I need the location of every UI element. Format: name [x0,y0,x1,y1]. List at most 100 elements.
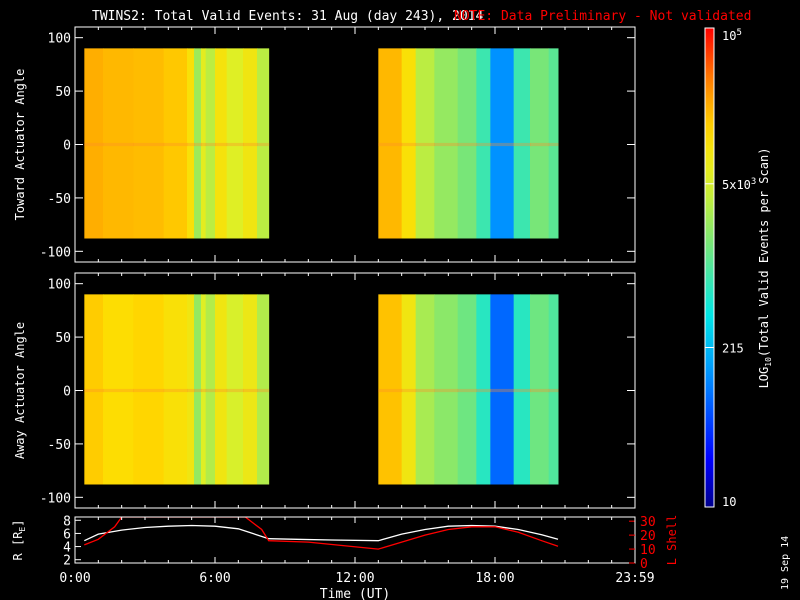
away-zero-band [530,388,550,393]
away-zero-band [457,388,477,393]
away-zero-band [226,388,244,393]
radius-ytick-label: 4 [63,541,71,556]
away-zero-band [133,388,165,393]
away-column [226,294,244,485]
toward-column [226,48,244,239]
away-column [378,294,403,485]
away-ytick-label: -50 [48,438,71,453]
away-column [194,294,202,485]
time-xtick-label: 0:00 [59,571,90,586]
away-zero-band [187,388,195,393]
time-xtick-label: 18:00 [475,571,514,586]
colorbar-tick-label-base: 10 [722,29,736,43]
toward-column [103,48,134,239]
away-column [84,294,104,485]
colorbar-tick-label-sup: 3 [751,177,756,187]
away-column [205,294,216,485]
radius-ytick-label: 6 [63,527,71,542]
date-stamp: 19 Sep 14 [780,536,791,590]
away-column [415,294,435,485]
away-zero-band [194,388,202,393]
radius-line [84,524,559,542]
lshell-ytick-label: 0 [640,557,648,572]
away-ytick-label: 50 [55,331,71,346]
colorbar-tick-label-base: 215 [722,341,744,355]
toward-zero-band [548,142,559,147]
time-xtick-label: 12:00 [335,571,374,586]
away-zero-band [84,388,104,393]
away-column [257,294,270,485]
toward-zero-band [84,142,104,147]
toward-zero-band [257,142,270,147]
away-column [457,294,477,485]
time-axis-label: Time (UT) [320,587,390,600]
colorbar-label-log: LOG [757,367,771,389]
away-zero-band [378,388,403,393]
colorbar-tick-label: 215 [722,341,744,355]
toward-zero-band [226,142,244,147]
radius-axis-label-sub: E [18,527,27,532]
preliminary-note: NOTE: Data Preliminary - Not validated [454,9,751,24]
toward-zero-band [133,142,165,147]
away-zero-band [243,388,258,393]
away-column [215,294,228,485]
toward-column [378,48,403,239]
away-zero-band [201,388,207,393]
toward-zero-band [187,142,195,147]
radius-ytick-label: 2 [63,554,71,569]
plot-title: TWINS2: Total Valid Events: 31 Aug (day … [92,9,484,24]
away-column [201,294,207,485]
away-column [401,294,417,485]
away-column [513,294,531,485]
away-zero-band [415,388,435,393]
time-xtick-label: 6:00 [199,571,230,586]
away-zero-band [401,388,417,393]
toward-zero-band [457,142,477,147]
away-column [530,294,550,485]
toward-column [205,48,216,239]
away-column [490,294,515,485]
toward-column [401,48,417,239]
toward-column [194,48,202,239]
toward-column [215,48,228,239]
away-column [476,294,491,485]
radius-ytick-label: 8 [63,514,71,529]
away-zero-band [434,388,459,393]
toward-column [457,48,477,239]
radius-axis-label-tail: ] [11,520,25,527]
lshell-axis-label: L Shell [665,515,679,566]
lshell-ytick-label: 10 [640,543,656,558]
toward-column [476,48,491,239]
away-ylabel: Away Actuator Angle [13,322,27,459]
away-zero-band [476,388,491,393]
toward-column [434,48,459,239]
away-column [187,294,195,485]
toward-column [187,48,195,239]
away-column [163,294,188,485]
toward-column [133,48,165,239]
away-zero-band [548,388,559,393]
toward-ytick-label: -50 [48,192,71,207]
toward-column [513,48,531,239]
away-zero-band [103,388,134,393]
away-zero-band [257,388,270,393]
toward-zero-band [103,142,134,147]
away-ytick-label: 0 [63,385,71,400]
away-zero-band [205,388,216,393]
lshell-ytick-label: 20 [640,529,656,544]
away-zero-band [163,388,188,393]
toward-zero-band [194,142,202,147]
away-ytick-label: -100 [40,491,71,506]
toward-zero-band [163,142,188,147]
toward-zero-band [476,142,491,147]
toward-panel: 100 50 0 -50 -100 Toward Actuator Angle [13,26,636,263]
colorbar-ramp [705,28,714,507]
away-column [103,294,134,485]
toward-ylabel: Toward Actuator Angle [13,69,27,221]
toward-column [490,48,515,239]
toward-column [257,48,270,239]
toward-column [415,48,435,239]
time-xtick-label: 23:59 [615,571,654,586]
